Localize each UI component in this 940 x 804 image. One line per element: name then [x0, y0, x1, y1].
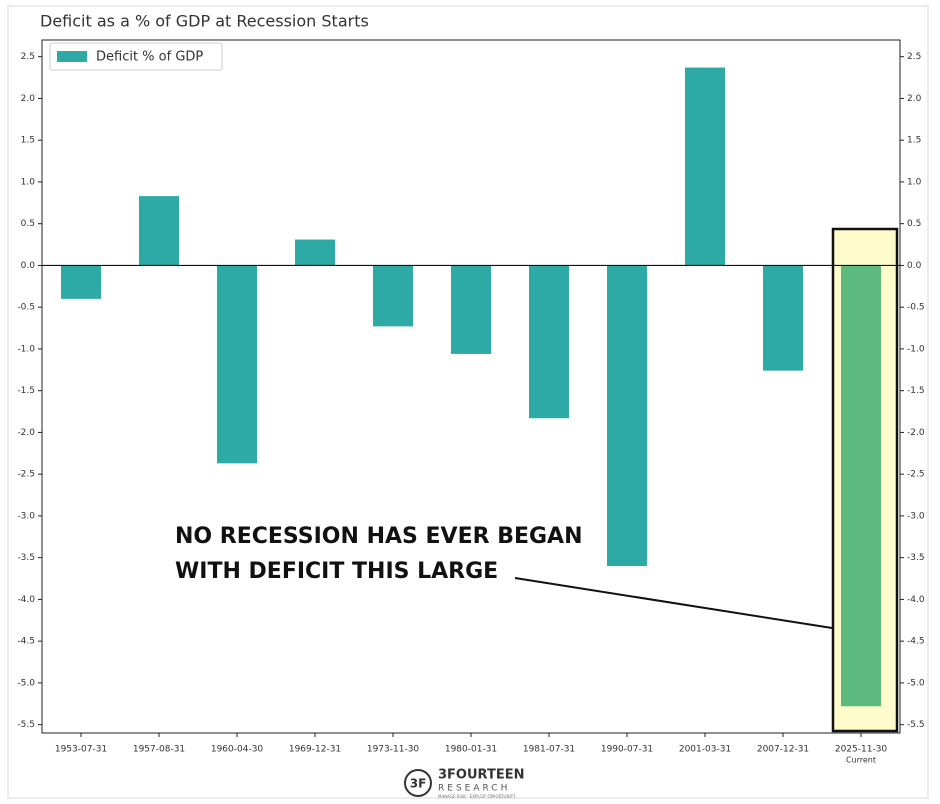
logo-name: 3FOURTEEN: [438, 768, 524, 783]
y-tick-label: -5.5: [17, 720, 35, 730]
annotation: WITH DEFICIT THIS LARGE: [175, 559, 498, 584]
y-tick-label: 0.5: [21, 219, 35, 229]
annotation: NO RECESSION HAS EVER BEGAN: [175, 524, 583, 549]
y-tick-label: -2.0: [17, 428, 35, 438]
bar: [763, 265, 803, 371]
x-tick-label: 1957-08-31: [133, 745, 185, 755]
x-tick-label: 2025-11-30: [835, 745, 888, 755]
logo-icon: [404, 769, 432, 797]
y-tick-label: -1.5: [17, 386, 35, 396]
bar: [529, 265, 569, 419]
y2-tick-label: -5.0: [907, 678, 925, 688]
bar: [373, 265, 413, 327]
bar: [295, 239, 335, 266]
y-tick-label: -1.0: [17, 344, 35, 354]
bar: [607, 265, 647, 567]
y-tick-label: -2.5: [17, 470, 35, 480]
y2-tick-label: -3.0: [907, 511, 925, 521]
logo-sub: RESEARCH: [438, 784, 510, 794]
y-tick-label: 2.5: [21, 52, 35, 62]
y2-tick-label: -3.5: [907, 553, 925, 563]
logo-mark: 3F: [410, 777, 427, 791]
y2-tick-label: 0.5: [907, 219, 921, 229]
figure-frame: [7, 5, 929, 799]
y-tick-label: -0.5: [17, 303, 35, 313]
x-tick-note: Current: [846, 756, 876, 765]
y2-tick-label: 1.0: [907, 177, 922, 187]
y-tick-label: 2.0: [21, 94, 36, 104]
y2-tick-label: 0.0: [907, 261, 922, 271]
y-tick-label: 1.5: [21, 136, 35, 146]
legend-label: Deficit % of GDP: [96, 50, 203, 65]
y2-tick-label: 1.5: [907, 136, 921, 146]
logo: 3F 3FOURTEEN RESEARCH MANAGE RISK · EXPL…: [404, 768, 524, 799]
y-tick-label: -5.0: [17, 678, 35, 688]
x-tick-label: 1960-04-30: [211, 745, 264, 755]
y2-tick-label: -4.5: [907, 637, 925, 647]
bar: [61, 265, 101, 299]
y2-tick-label: 2.0: [907, 94, 922, 104]
annotation-arrow: [514, 577, 833, 629]
y-tick-label: -4.0: [17, 595, 35, 605]
bar: [841, 265, 881, 707]
y-tick-label: -3.0: [17, 511, 35, 521]
y-tick-label: -3.5: [17, 553, 35, 563]
bar: [139, 196, 179, 266]
bar: [217, 265, 257, 464]
x-tick-label: 1990-07-31: [601, 745, 653, 755]
y2-tick-label: -1.5: [907, 386, 925, 396]
y2-tick-label: -0.5: [907, 303, 925, 313]
y-tick-label: 0.0: [21, 261, 36, 271]
bar: [685, 67, 725, 266]
y2-tick-label: -1.0: [907, 344, 925, 354]
x-tick-label: 1981-07-31: [523, 745, 575, 755]
x-tick-label: 1969-12-31: [289, 745, 341, 755]
logo-tagline: MANAGE RISK · EXPLOIT OPPORTUNITY: [438, 794, 516, 799]
y-tick-label: 1.0: [21, 177, 36, 187]
y2-tick-label: -5.5: [907, 720, 925, 730]
y2-tick-label: -2.5: [907, 470, 925, 480]
x-tick-label: 2007-12-31: [757, 745, 809, 755]
legend-box: [49, 42, 223, 71]
y-tick-label: -4.5: [17, 637, 35, 647]
y2-tick-label: -2.0: [907, 428, 925, 438]
x-tick-label: 1980-01-31: [445, 745, 497, 755]
x-tick-label: 1973-11-30: [367, 745, 420, 755]
y2-tick-label: -4.0: [907, 595, 925, 605]
bar: [451, 265, 491, 354]
legend-swatch: [57, 51, 87, 62]
chart-title: Deficit as a % of GDP at Recession Start…: [40, 12, 369, 31]
x-tick-label: 1953-07-31: [55, 745, 107, 755]
x-tick-label: 2001-03-31: [679, 745, 731, 755]
y2-tick-label: 2.5: [907, 52, 921, 62]
